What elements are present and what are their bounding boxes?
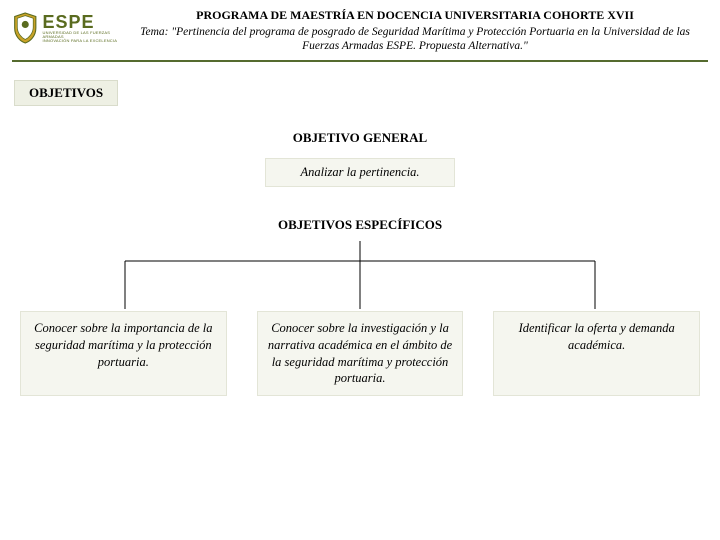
section-label: OBJETIVOS [14, 80, 118, 106]
logo-acronym: ESPE [43, 13, 122, 31]
espe-logo: ESPE UNIVERSIDAD DE LAS FUERZAS ARMADAS … [12, 8, 122, 48]
header: ESPE UNIVERSIDAD DE LAS FUERZAS ARMADAS … [0, 0, 720, 58]
header-text: PROGRAMA DE MAESTRÍA EN DOCENCIA UNIVERS… [122, 8, 708, 54]
shield-icon [12, 10, 39, 46]
general-title: OBJETIVO GENERAL [0, 130, 720, 146]
specific-columns: Conocer sobre la importancia de la segur… [0, 311, 720, 397]
header-rule [12, 60, 708, 62]
program-title: PROGRAMA DE MAESTRÍA EN DOCENCIA UNIVERS… [130, 8, 700, 23]
tema-text: Tema: "Pertinencia del programa de posgr… [130, 25, 700, 54]
specific-title: OBJETIVOS ESPECÍFICOS [0, 217, 720, 233]
specific-item-3: Identificar la oferta y demanda académic… [493, 311, 700, 397]
specific-item-2: Conocer sobre la investigación y la narr… [257, 311, 464, 397]
logo-sub2: INNOVACIÓN PARA LA EXCELENCIA [43, 39, 122, 43]
general-box: Analizar la pertinencia. [265, 158, 455, 187]
connector-diagram [0, 241, 720, 311]
specific-item-1: Conocer sobre la importancia de la segur… [20, 311, 227, 397]
